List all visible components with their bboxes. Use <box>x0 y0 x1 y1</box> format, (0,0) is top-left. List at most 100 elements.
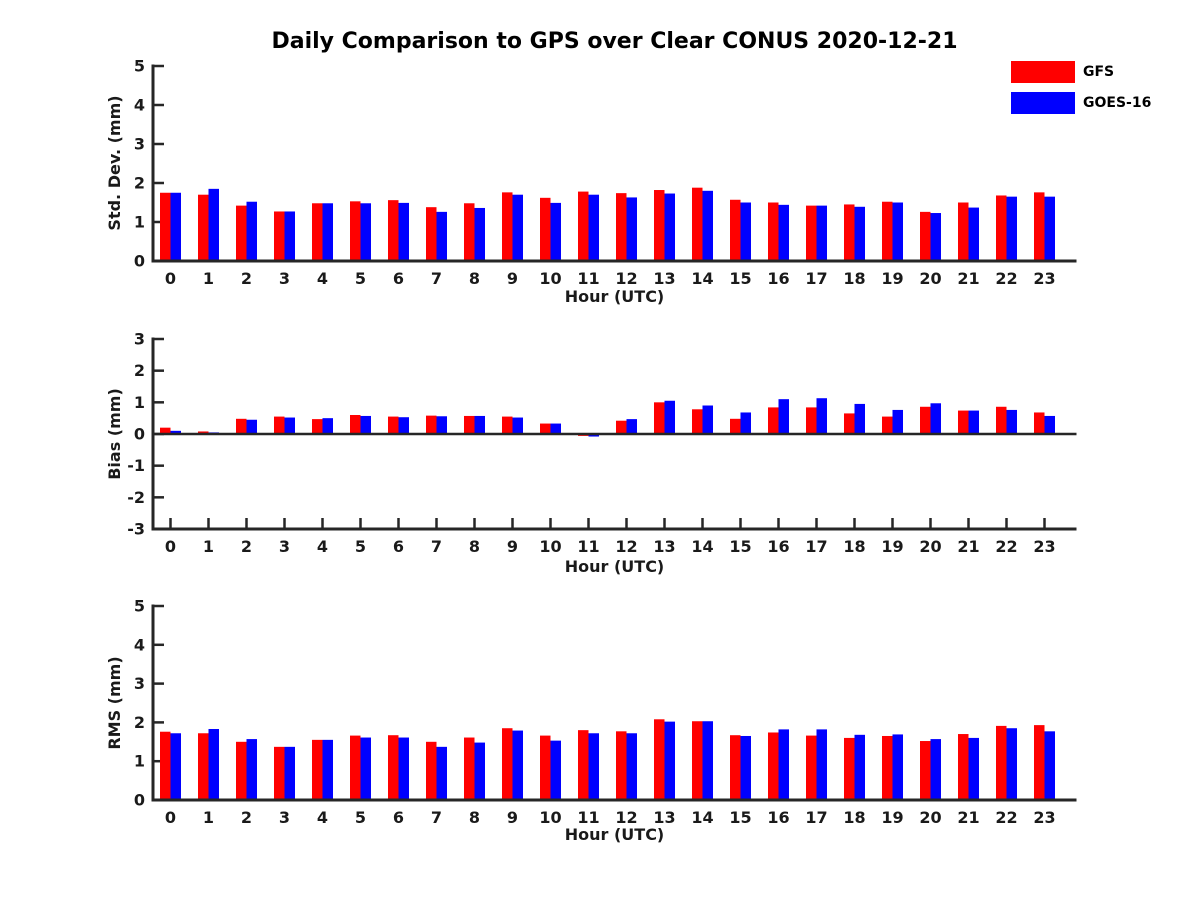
bar-goes-16-h10 <box>550 202 561 261</box>
x-tick-label: 9 <box>507 808 518 827</box>
x-tick-label: 7 <box>431 537 442 556</box>
bar-gfs-h15 <box>730 418 741 434</box>
bar-goes-16-h19 <box>892 734 903 800</box>
bar-gfs-h6 <box>388 735 399 800</box>
bar-gfs-h21 <box>958 734 969 800</box>
bar-goes-16-h23 <box>1044 196 1055 261</box>
bar-goes-16-h16 <box>778 729 789 800</box>
x-tick <box>891 518 894 529</box>
bar-gfs-h22 <box>996 406 1007 434</box>
bar-goes-16-h23 <box>1044 415 1055 434</box>
bar-goes-16-h14 <box>702 190 713 261</box>
bar-goes-16-h10 <box>550 423 561 434</box>
bar-goes-16-h22 <box>1006 728 1017 800</box>
bar-gfs-h15 <box>730 735 741 800</box>
x-tick-label: 1 <box>203 269 214 288</box>
bottom-spine <box>151 798 1077 802</box>
bar-gfs-h17 <box>806 205 817 261</box>
bar-gfs-h9 <box>502 728 513 800</box>
y-tick <box>153 369 164 372</box>
bar-goes-16-h21 <box>968 737 979 800</box>
bar-gfs-h12 <box>616 420 627 434</box>
x-tick-label: 22 <box>995 537 1017 556</box>
bar-gfs-h9 <box>502 416 513 434</box>
x-tick-label: 9 <box>507 537 518 556</box>
x-tick-label: 19 <box>881 537 903 556</box>
bar-goes-16-h18 <box>854 206 865 261</box>
x-tick-label: 16 <box>767 808 789 827</box>
x-tick <box>549 518 552 529</box>
x-tick-label: 15 <box>729 269 751 288</box>
x-tick-label: 13 <box>653 537 675 556</box>
x-tick-label: 0 <box>165 537 176 556</box>
y-tick-label: 0 <box>134 425 145 444</box>
bar-gfs-h17 <box>806 407 817 434</box>
bar-goes-16-h23 <box>1044 731 1055 800</box>
y-axis-label-bias: Bias (mm) <box>105 388 124 480</box>
bar-gfs-h23 <box>1034 412 1045 434</box>
bar-gfs-h16 <box>768 407 779 434</box>
x-tick-label: 20 <box>919 269 941 288</box>
bar-goes-16-h11 <box>588 194 599 261</box>
x-tick <box>283 518 286 529</box>
x-tick <box>967 518 970 529</box>
bar-gfs-h18 <box>844 737 855 800</box>
bar-goes-16-h14 <box>702 721 713 800</box>
x-tick-label: 5 <box>355 269 366 288</box>
bar-gfs-h1 <box>198 194 209 261</box>
x-tick <box>853 518 856 529</box>
bar-goes-16-h0 <box>170 430 181 434</box>
y-tick <box>153 604 164 608</box>
x-axis-label-rms: Hour (UTC) <box>564 825 665 844</box>
x-tick-label: 3 <box>279 537 290 556</box>
y-tick-label: 3 <box>134 330 145 349</box>
bar-gfs-h9 <box>502 192 513 261</box>
bar-goes-16-h9 <box>512 730 523 800</box>
bar-goes-16-h15 <box>740 735 751 800</box>
bar-gfs-h1 <box>198 733 209 800</box>
bar-goes-16-h22 <box>1006 409 1017 434</box>
bar-gfs-h12 <box>616 193 627 261</box>
x-tick-label: 2 <box>241 269 252 288</box>
bar-gfs-h5 <box>350 735 361 800</box>
x-tick-label: 6 <box>393 808 404 827</box>
bar-gfs-h16 <box>768 732 779 800</box>
bar-goes-16-h16 <box>778 399 789 434</box>
bar-goes-16-h18 <box>854 403 865 434</box>
y-tick-label: 5 <box>134 57 145 76</box>
x-tick-label: 6 <box>393 537 404 556</box>
y-tick <box>153 721 164 724</box>
y-tick <box>153 220 164 224</box>
bar-gfs-h22 <box>996 195 1007 261</box>
x-tick <box>739 518 742 529</box>
bar-gfs-h8 <box>464 203 475 261</box>
bar-goes-16-h9 <box>512 417 523 434</box>
y-tick-label: 0 <box>134 252 145 271</box>
x-tick <box>625 518 628 529</box>
bar-goes-16-h2 <box>246 739 257 800</box>
x-tick-label: 16 <box>767 269 789 288</box>
bar-gfs-h14 <box>692 409 703 434</box>
bar-goes-16-h13 <box>664 721 675 800</box>
bar-goes-16-h17 <box>816 205 827 261</box>
y-tick <box>153 464 164 467</box>
bar-goes-16-h7 <box>436 416 447 434</box>
bar-gfs-h8 <box>464 737 475 800</box>
left-spine <box>151 604 155 802</box>
left-spine <box>151 64 155 263</box>
x-tick-label: 13 <box>653 808 675 827</box>
bar-gfs-h10 <box>540 423 551 434</box>
bar-goes-16-h3 <box>284 211 295 261</box>
bar-goes-16-h10 <box>550 740 561 800</box>
bar-goes-16-h3 <box>284 746 295 800</box>
x-tick-label: 22 <box>995 269 1017 288</box>
x-tick-label: 14 <box>691 269 713 288</box>
x-tick-label: 12 <box>615 537 637 556</box>
bar-gfs-h19 <box>882 416 893 434</box>
bar-goes-16-h20 <box>930 403 941 434</box>
x-tick <box>207 518 210 529</box>
bar-goes-16-h0 <box>170 192 181 261</box>
legend-label-gfs: GFS <box>1083 64 1115 80</box>
x-axis-label-bias: Hour (UTC) <box>564 557 665 576</box>
x-tick <box>245 518 248 529</box>
